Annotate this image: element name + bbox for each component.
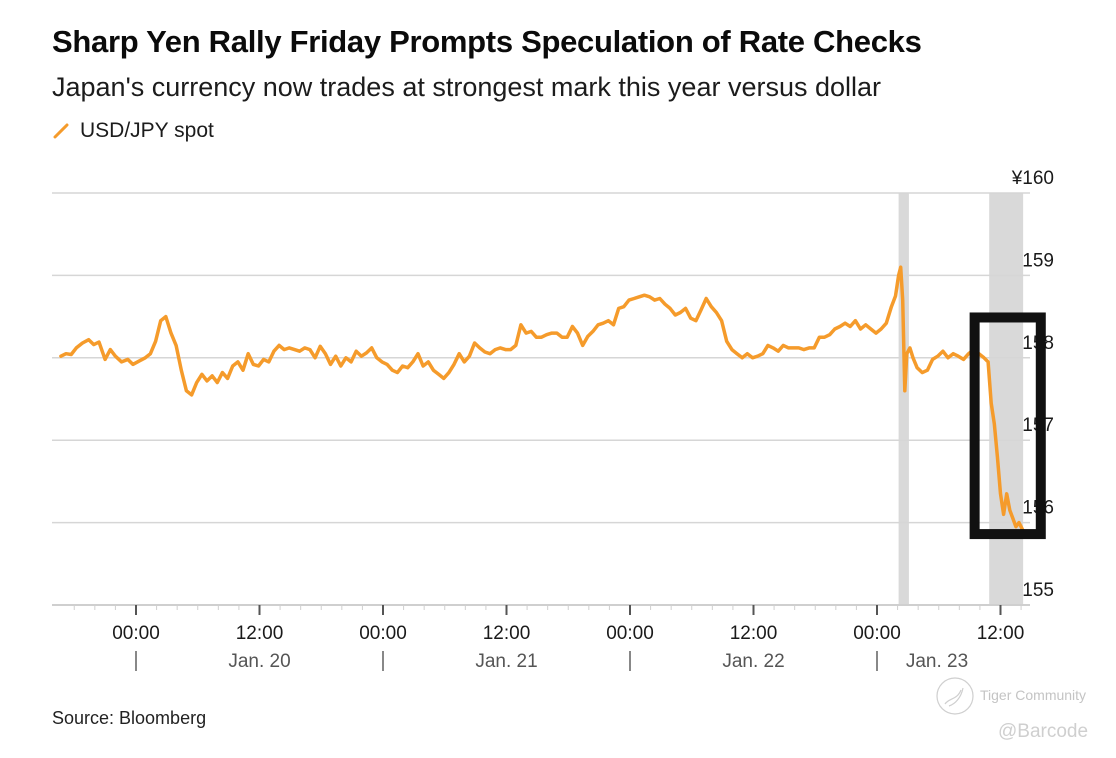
x-date-label: Jan. 21: [475, 651, 537, 672]
source-note: Source: Bloomberg: [52, 708, 207, 728]
x-tick-label: 12:00: [730, 623, 778, 644]
x-tick-label: 00:00: [853, 623, 901, 644]
watermark-brand: Tiger Community: [980, 687, 1087, 703]
x-date-label: Jan. 22: [722, 651, 784, 672]
x-tick-label: 00:00: [112, 623, 160, 644]
series-layer: [59, 265, 1025, 533]
shaded-period: [989, 193, 1024, 605]
series-line-usdjpy: [59, 265, 1025, 533]
x-tick-label: 12:00: [977, 623, 1025, 644]
chart-subtitle: Japan's currency now trades at strongest…: [52, 72, 882, 102]
legend-label: USD/JPY spot: [80, 119, 214, 142]
shaded-periods: [898, 193, 1024, 605]
watermark-handle: @Barcode: [998, 721, 1089, 742]
tiger-logo-icon: [936, 677, 974, 715]
y-tick-label: 155: [1022, 580, 1054, 601]
x-date-label: Jan. 20: [228, 651, 290, 672]
y-tick-label: 159: [1022, 250, 1054, 271]
highlight-box-layer: [969, 312, 1046, 540]
gridlines: [52, 192, 1030, 606]
x-tick-label: 00:00: [606, 623, 654, 644]
highlight-box: [969, 312, 1046, 540]
x-tick-label: 12:00: [236, 623, 284, 644]
x-axis: 00:00 12:00 Jan. 20 00:00 12:00 Jan. 21 00:00 1…: [73, 605, 1025, 672]
x-tick-label: 00:00: [359, 623, 407, 644]
line-chart: 00:00 12:00 Jan. 20 00:00 12:00 Jan. 21 00:00 1…: [52, 168, 1054, 672]
chart-title: Sharp Yen Rally Friday Prompts Speculati…: [52, 24, 922, 59]
legend-line-icon: [53, 123, 69, 139]
shaded-period: [898, 193, 909, 605]
x-tick-label: 12:00: [483, 623, 531, 644]
chart-legend: USD/JPY spot: [52, 119, 214, 143]
x-date-label: Jan. 23: [906, 651, 968, 672]
y-tick-label: ¥160: [1011, 168, 1054, 189]
